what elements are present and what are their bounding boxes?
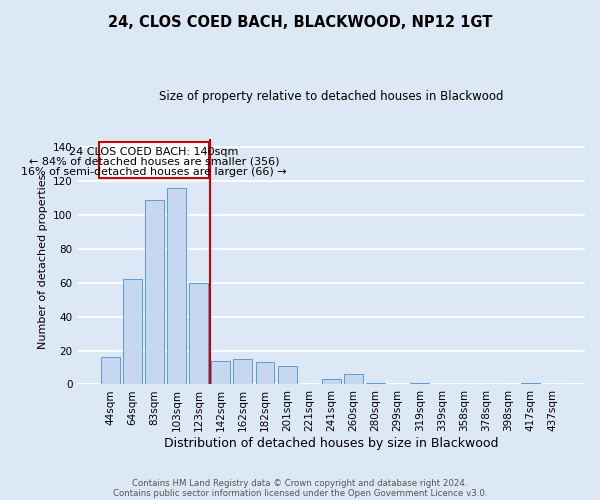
Text: ← 84% of detached houses are smaller (356): ← 84% of detached houses are smaller (35…	[29, 156, 280, 166]
Text: 24, CLOS COED BACH, BLACKWOOD, NP12 1GT: 24, CLOS COED BACH, BLACKWOOD, NP12 1GT	[108, 15, 492, 30]
Bar	[101, 358, 119, 384]
Bar	[521, 383, 540, 384]
Bar	[366, 383, 385, 384]
Bar	[410, 383, 429, 384]
Bar	[123, 280, 142, 384]
Bar	[344, 374, 363, 384]
Bar	[322, 380, 341, 384]
Text: Contains public sector information licensed under the Open Government Licence v3: Contains public sector information licen…	[113, 488, 487, 498]
Bar	[189, 283, 208, 384]
Text: 24 CLOS COED BACH: 140sqm: 24 CLOS COED BACH: 140sqm	[70, 146, 239, 156]
Bar	[211, 360, 230, 384]
Text: 16% of semi-detached houses are larger (66) →: 16% of semi-detached houses are larger (…	[22, 167, 287, 177]
Bar	[256, 362, 274, 384]
Bar	[278, 366, 296, 384]
Title: Size of property relative to detached houses in Blackwood: Size of property relative to detached ho…	[159, 90, 503, 103]
Text: Contains HM Land Registry data © Crown copyright and database right 2024.: Contains HM Land Registry data © Crown c…	[132, 478, 468, 488]
Bar	[145, 200, 164, 384]
Bar	[167, 188, 186, 384]
Y-axis label: Number of detached properties: Number of detached properties	[38, 174, 47, 350]
Bar	[233, 359, 252, 384]
FancyBboxPatch shape	[99, 142, 209, 178]
X-axis label: Distribution of detached houses by size in Blackwood: Distribution of detached houses by size …	[164, 437, 499, 450]
